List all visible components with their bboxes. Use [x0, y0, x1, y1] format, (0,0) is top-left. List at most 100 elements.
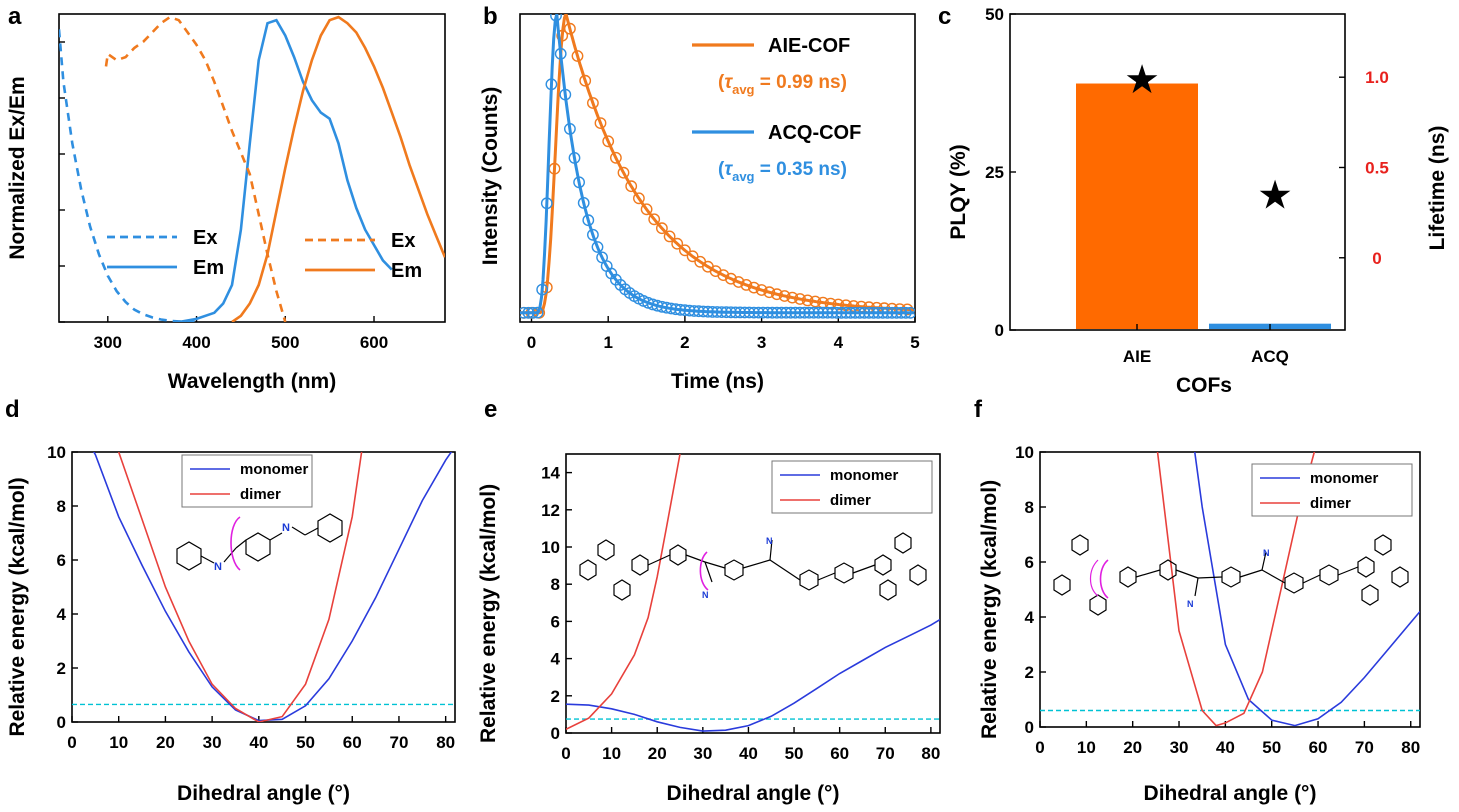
legend-box-e: [771, 460, 933, 514]
legend-box-d: [181, 454, 313, 508]
legend-label-e: monomer: [830, 467, 899, 484]
y-tick-label-c: 0: [995, 321, 1004, 340]
y-tick-label-f: 0: [1025, 718, 1034, 737]
x-tick-label-e: 50: [785, 744, 804, 763]
legend-note-part-b: avg: [732, 169, 754, 184]
y-tick-label-e: 0: [551, 724, 560, 743]
data-point-aie-cof: [625, 180, 638, 193]
series-line-d-dimer: [117, 452, 363, 722]
x-tick-label-c: ACQ: [1251, 347, 1289, 366]
legend-note-b: (τavg = 0.99 ns): [718, 72, 847, 97]
mol-f-nitrogen-1: N: [1187, 599, 1194, 609]
x-tick-label-f: 60: [1309, 738, 1328, 757]
x-tick-label-d: 10: [109, 733, 128, 752]
series-line-acq-em: [178, 18, 393, 322]
x-tick-label-d: 20: [156, 733, 175, 752]
y-tick-label-c: 25: [985, 163, 1004, 182]
legend-label-a: Ex: [391, 230, 415, 252]
panel-label-c: c: [938, 3, 951, 30]
x-tick-label-c: AIE: [1123, 347, 1151, 366]
data-point-aie-cof: [679, 244, 691, 257]
y-axis-label-a: Normalized Ex/Em: [6, 76, 29, 259]
x-tick-label-d: 80: [436, 733, 455, 752]
x-tick-label-b: 5: [910, 333, 919, 352]
data-point-aie-cof: [610, 151, 622, 164]
y-axis-label-c: PLQY (%): [947, 144, 970, 239]
x-tick-label-b: 1: [603, 333, 612, 352]
x-tick-label-e: 70: [876, 744, 895, 763]
x-tick-label-d: 30: [203, 733, 222, 752]
panel-f: f 0 10 20 30 40 50 60 70 80 0 2 4 6 8 10 Dihedral angle …: [974, 396, 1421, 805]
series-line-aie-em: [231, 15, 445, 322]
y-tick-label-e: 4: [551, 650, 561, 669]
fit-line-acq-cof: [520, 14, 915, 315]
legend-label-d: monomer: [240, 461, 309, 478]
x-tick-label-f: 50: [1262, 738, 1281, 757]
mol-d-nitrogen-2: N: [282, 522, 290, 534]
y-axis-label-d: Relative energy (kcal/mol): [6, 477, 29, 736]
plot-frame-a: [58, 13, 446, 323]
y-tick-label-d: 8: [57, 497, 66, 516]
y-tick-label-e: 10: [541, 538, 560, 557]
data-point-aie-cof: [617, 166, 630, 179]
x-tick-label-d: 0: [67, 733, 76, 752]
legend-note-part-b: = 0.35 ns): [755, 159, 847, 180]
panel-label-d: d: [5, 396, 20, 423]
x-tick-label-b: 3: [757, 333, 766, 352]
legend-note-part-b: (: [718, 72, 725, 93]
y-tick-label-c: 50: [985, 5, 1004, 24]
data-point-aie-cof: [656, 222, 668, 235]
molecule-structure-d: N N: [176, 513, 343, 573]
x-tick-label-a: 500: [271, 333, 299, 352]
legend-note-part-b: τ: [724, 159, 733, 180]
panel-c: c 0 25 50 0 0.5 1.0 AIE ★ ACQ ★ COFs PLQY (%) Lifetim…: [938, 3, 1449, 397]
y-tick-label-d: 4: [57, 605, 67, 624]
legend-label-f: monomer: [1310, 470, 1379, 487]
legend-label-a: Em: [391, 260, 422, 282]
legend-note-b: (τavg = 0.35 ns): [718, 159, 847, 184]
x-axis-label-f: Dihedral angle (°): [1144, 782, 1317, 805]
plot-frame-d: [71, 451, 456, 723]
legend-label-f: dimer: [1310, 495, 1351, 512]
legend-label-b: ACQ-COF: [768, 122, 861, 144]
data-point-aie-cof: [648, 213, 661, 226]
x-axis-label-a: Wavelength (nm): [168, 370, 336, 393]
y-tick-label-e: 6: [551, 612, 560, 631]
x-tick-label-a: 600: [360, 333, 388, 352]
x-tick-label-e: 80: [921, 744, 940, 763]
y-right-axis-label-c: Lifetime (ns): [1426, 126, 1449, 251]
legend-label-d: dimer: [240, 486, 281, 503]
x-tick-label-a: 400: [182, 333, 210, 352]
y-tick-label-f: 8: [1025, 498, 1034, 517]
panel-label-e: e: [484, 396, 497, 423]
panel-a: a 300 400 500 600 Wavelength (nm) Normalized E…: [6, 3, 446, 393]
x-tick-label-f: 20: [1123, 738, 1142, 757]
plot-frame-b: [519, 13, 916, 323]
lifetime-star-aie: ★: [1124, 58, 1160, 102]
y-tick-label-d: 10: [47, 443, 66, 462]
y-tick-label-e: 14: [541, 464, 560, 483]
lifetime-star-acq: ★: [1257, 174, 1293, 218]
data-point-aie-cof: [732, 276, 745, 288]
data-point-acq-cof: [591, 241, 604, 253]
legend-label-a: Em: [193, 257, 224, 279]
x-tick-label-d: 60: [343, 733, 362, 752]
x-axis-label-b: Time (ns): [671, 370, 764, 393]
y-tick-label-f: 4: [1025, 608, 1035, 627]
mol-e-nitrogen-2: N: [766, 536, 773, 546]
mol-f-nitrogen-2: N: [1263, 548, 1270, 558]
series-line-e-monomer: [566, 618, 940, 732]
y-right-tick-label-c: 1.0: [1365, 68, 1389, 87]
legend-label-a: Ex: [193, 227, 217, 249]
data-point-acq-cof: [587, 228, 599, 241]
series-line-e-dimer: [566, 454, 681, 731]
y-tick-label-e: 8: [551, 575, 560, 594]
panel-label-f: f: [974, 396, 983, 423]
panel-label-b: b: [483, 3, 498, 30]
x-tick-label-d: 50: [296, 733, 315, 752]
series-line-f-monomer: [1193, 452, 1420, 727]
y-right-tick-label-c: 0.5: [1365, 158, 1389, 177]
x-tick-label-e: 30: [693, 744, 712, 763]
x-tick-label-d: 40: [249, 733, 268, 752]
legend-note-part-b: (: [718, 159, 725, 180]
